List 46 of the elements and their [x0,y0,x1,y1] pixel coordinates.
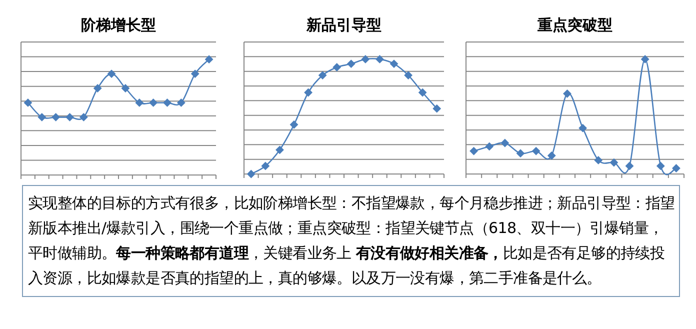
point [532,147,540,156]
point [149,98,158,107]
point [432,104,441,113]
point [94,84,102,92]
point [276,146,284,154]
point [332,63,341,72]
point [290,120,298,129]
point [563,90,572,98]
text: 实现整体的目标的方式有很多，比如阶梯增长型：不指望爆款，每个月稳步推进；新品引导型：指望新版本推出/爆款引入，围绕一个重点做；重点突破型：指望关键节点（618、双十一）引爆销量，平时做辅助。每一种策略都有道理，关键看业务上 有没有做好相关准备，比如是否有足够的持续投入资源，比如爆款是否真的指望的上，真的够爆。以及万一没有爆，第二手准备是什么。 [28,194,675,287]
chart-title: 重点突破型 [536,16,612,34]
point [361,55,370,64]
point [548,152,556,160]
point [418,88,427,97]
point [578,124,587,132]
chart-title: 阶梯增长型 [81,16,156,34]
point [108,70,116,78]
point [24,98,32,107]
point [38,113,46,122]
point [656,162,665,170]
point [672,164,680,172]
point [177,98,186,107]
point [641,55,650,64]
point [390,60,398,68]
point [347,60,356,68]
point [485,142,494,150]
point [470,147,478,156]
point [52,113,60,122]
point [205,55,214,64]
point [66,113,74,122]
point [500,139,509,148]
point [80,113,88,122]
point [516,149,524,158]
point [247,170,256,178]
point [610,158,618,167]
point [135,98,144,107]
point [594,156,602,164]
point [404,71,412,80]
point [121,84,130,92]
point [163,98,172,107]
chart-title: 新品引导型 [306,16,382,34]
point [191,70,200,78]
point [626,162,634,170]
point [304,88,312,97]
point [261,162,270,170]
point [376,55,384,64]
point [318,71,327,80]
